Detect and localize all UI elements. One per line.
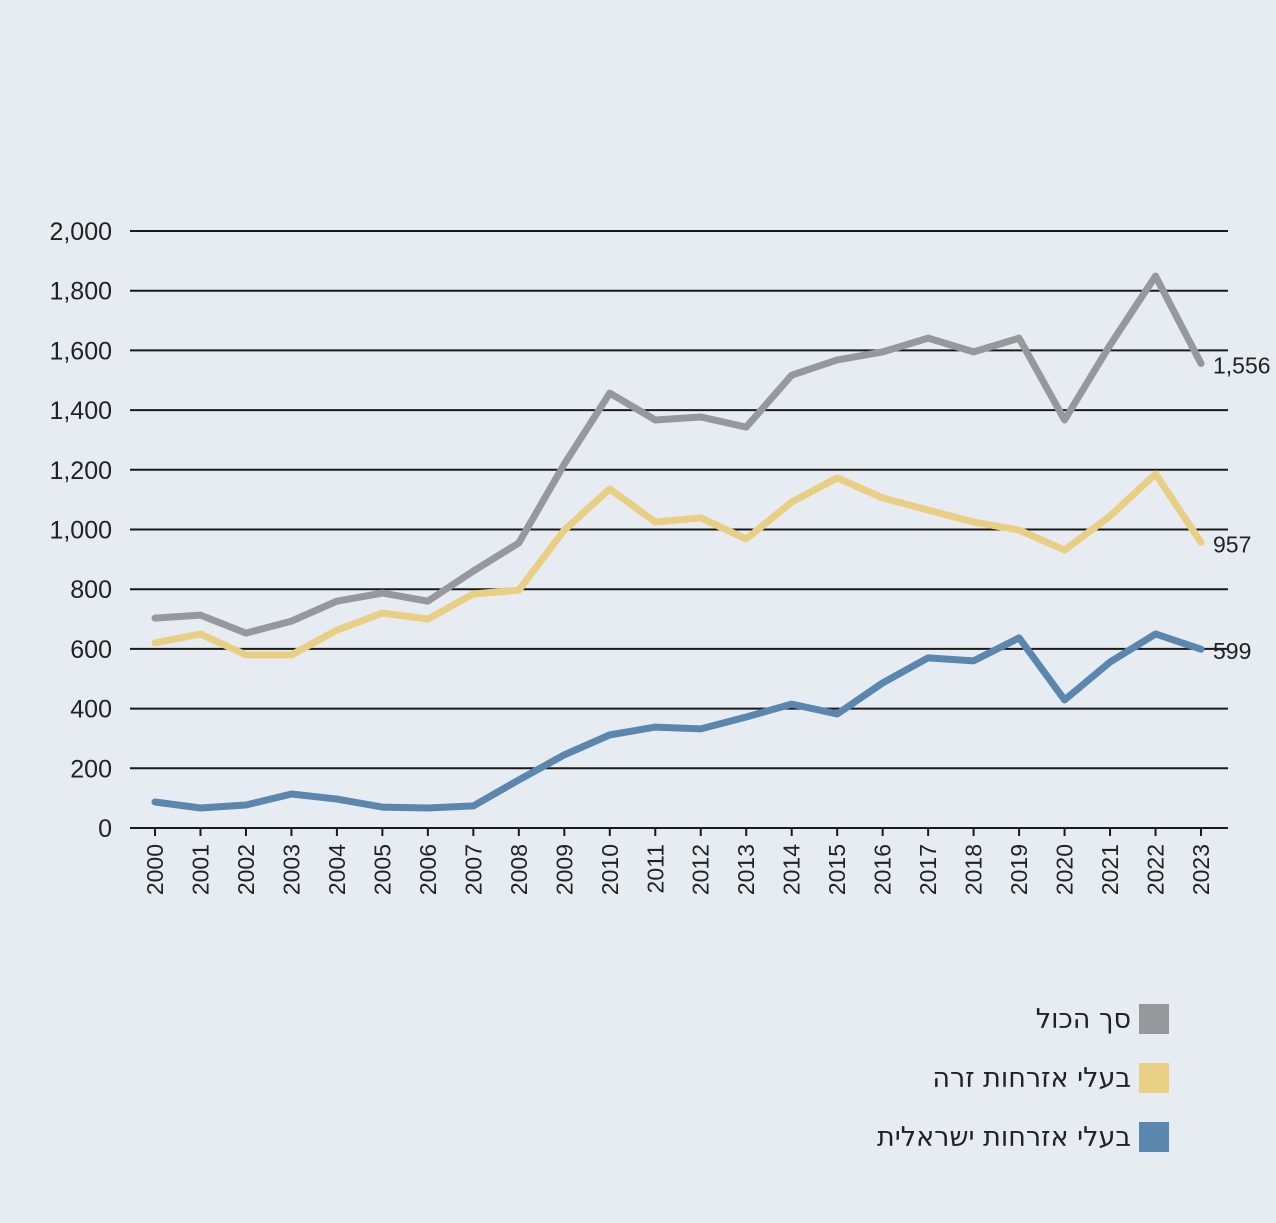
end-value-label: 1,556 [1213,353,1271,379]
x-tick-label: 2004 [324,844,350,895]
x-tick-label: 2022 [1143,844,1169,895]
x-tick-label: 2019 [1006,844,1032,895]
x-tick-label: 2014 [779,844,805,895]
legend-swatch-blue [1139,1122,1169,1152]
x-tick-label: 2005 [369,844,395,895]
y-tick-label: 1,200 [49,457,112,485]
y-tick-label: 1,600 [49,337,112,365]
y-tick-label: 0 [98,815,112,843]
x-tick-label: 2000 [142,844,168,895]
x-tick-label: 2008 [506,844,532,895]
x-tick-label: 2016 [870,844,896,895]
y-tick-label: 800 [70,576,112,604]
legend-swatch-yellow [1139,1063,1169,1093]
y-tick-label: 2,000 [49,218,112,246]
line-chart: 0 200 400 600 800 1,000 1,200 1,400 1,600 1,800 2,… [49,218,1271,895]
x-tick-label: 2009 [551,844,577,895]
legend-label: בעלי אזרחות זרה [932,1062,1131,1094]
legend: סך הכול בעלי אזרחות זרה בעלי אזרחות ישרא… [877,1004,1169,1181]
series-line-2 [151,630,1205,812]
legend-label: סך הכול [1035,1003,1131,1035]
legend-label: בעלי אזרחות ישראלית [876,1121,1131,1153]
x-tick-label: 2011 [642,844,668,893]
x-tick-label: 2021 [1097,844,1123,895]
x-tick-label: 2010 [597,844,623,895]
x-tick-label: 2020 [1052,844,1078,895]
y-tick-label: 400 [70,696,112,724]
x-tick-label: 2007 [460,844,486,895]
legend-item-total: סך הכול [877,1003,1169,1035]
y-tick-label: 1,000 [49,517,112,545]
end-value-label: 957 [1213,531,1251,557]
end-value-label: 599 [1213,638,1251,664]
series-line-0 [151,272,1205,637]
x-tick-label: 2013 [733,844,759,895]
x-tick-label: 2003 [278,844,304,895]
x-tick-label: 2023 [1188,844,1214,895]
x-tick-label: 2001 [187,844,213,895]
legend-item-israeli: בעלי אזרחות ישראלית [876,1121,1169,1153]
x-tick-label: 2002 [233,844,259,895]
y-tick-label: 600 [70,636,112,664]
y-tick-label: 200 [70,755,112,783]
y-tick-label: 1,400 [49,397,112,425]
series-line-1 [151,470,1205,659]
legend-item-foreign: בעלי אזרחות זרה [877,1062,1169,1094]
x-tick-label: 2012 [688,844,714,895]
y-tick-label: 1,800 [49,278,112,306]
x-tick-label: 2018 [961,844,987,895]
legend-swatch-gray [1139,1004,1169,1034]
x-tick-label: 2015 [824,844,850,895]
x-tick-label: 2006 [415,844,441,895]
x-tick-label: 2017 [915,844,941,895]
